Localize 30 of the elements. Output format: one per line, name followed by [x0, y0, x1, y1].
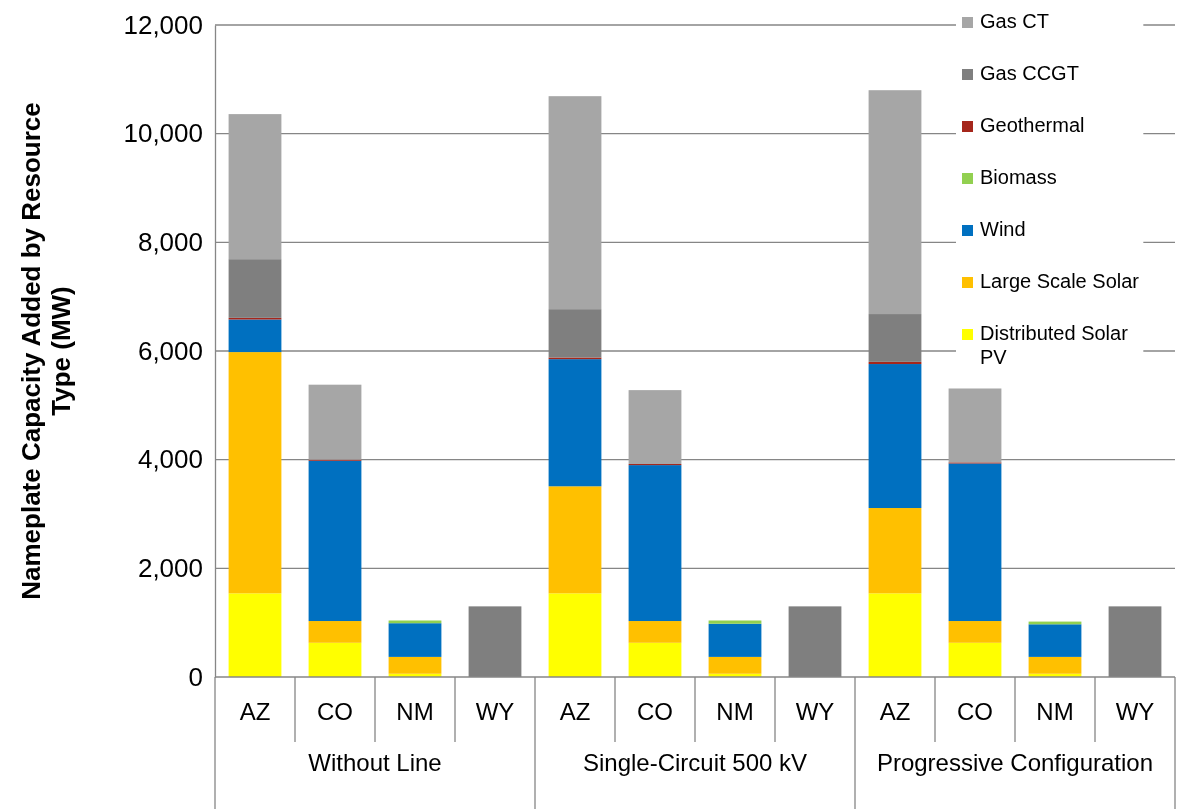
text: Progressive Configuration: [876, 749, 1154, 776]
y-axis-title: Nameplate Capacity Added by Resource Type (MW): [16, 102, 76, 600]
x-tick-label: CO: [957, 698, 993, 725]
legend-label: Gas CCGT: [980, 62, 1079, 84]
x-tick-label: WY: [475, 698, 515, 725]
y-tick-label: 10,000: [123, 118, 203, 149]
legend-label: Gas CT: [980, 10, 1049, 32]
text: Single-Circuit 500 kV: [582, 749, 808, 776]
legend-label: Wind: [980, 218, 1026, 240]
x-tick-label: NM: [1036, 698, 1074, 725]
legend-label: Large Scale Solar: [980, 270, 1140, 292]
legend-label: Geothermal: [980, 114, 1085, 136]
text: Without Line: [308, 749, 442, 776]
y-tick-label: 2,000: [137, 553, 203, 584]
x-tick-label: CO: [637, 698, 673, 725]
x-tick-label: AZ: [559, 698, 591, 725]
legend-label: Distributed Solar PV: [980, 322, 1129, 368]
x-tick-label: CO: [317, 698, 353, 725]
x-tick-label: WY: [795, 698, 835, 725]
y-tick-label: 12,000: [123, 9, 203, 40]
y-tick-label: 6,000: [137, 335, 203, 366]
x-tick-label: NM: [396, 698, 434, 725]
legend-label: Biomass: [980, 166, 1057, 188]
y-tick-label: 4,000: [137, 444, 203, 475]
x-tick-label: AZ: [879, 698, 911, 725]
y-tick-label: 8,000: [137, 227, 203, 258]
x-tick-label: WY: [1115, 698, 1155, 725]
y-tick-label: 0: [188, 661, 203, 692]
x-tick-label: AZ: [239, 698, 271, 725]
x-tick-label: NM: [716, 698, 754, 725]
